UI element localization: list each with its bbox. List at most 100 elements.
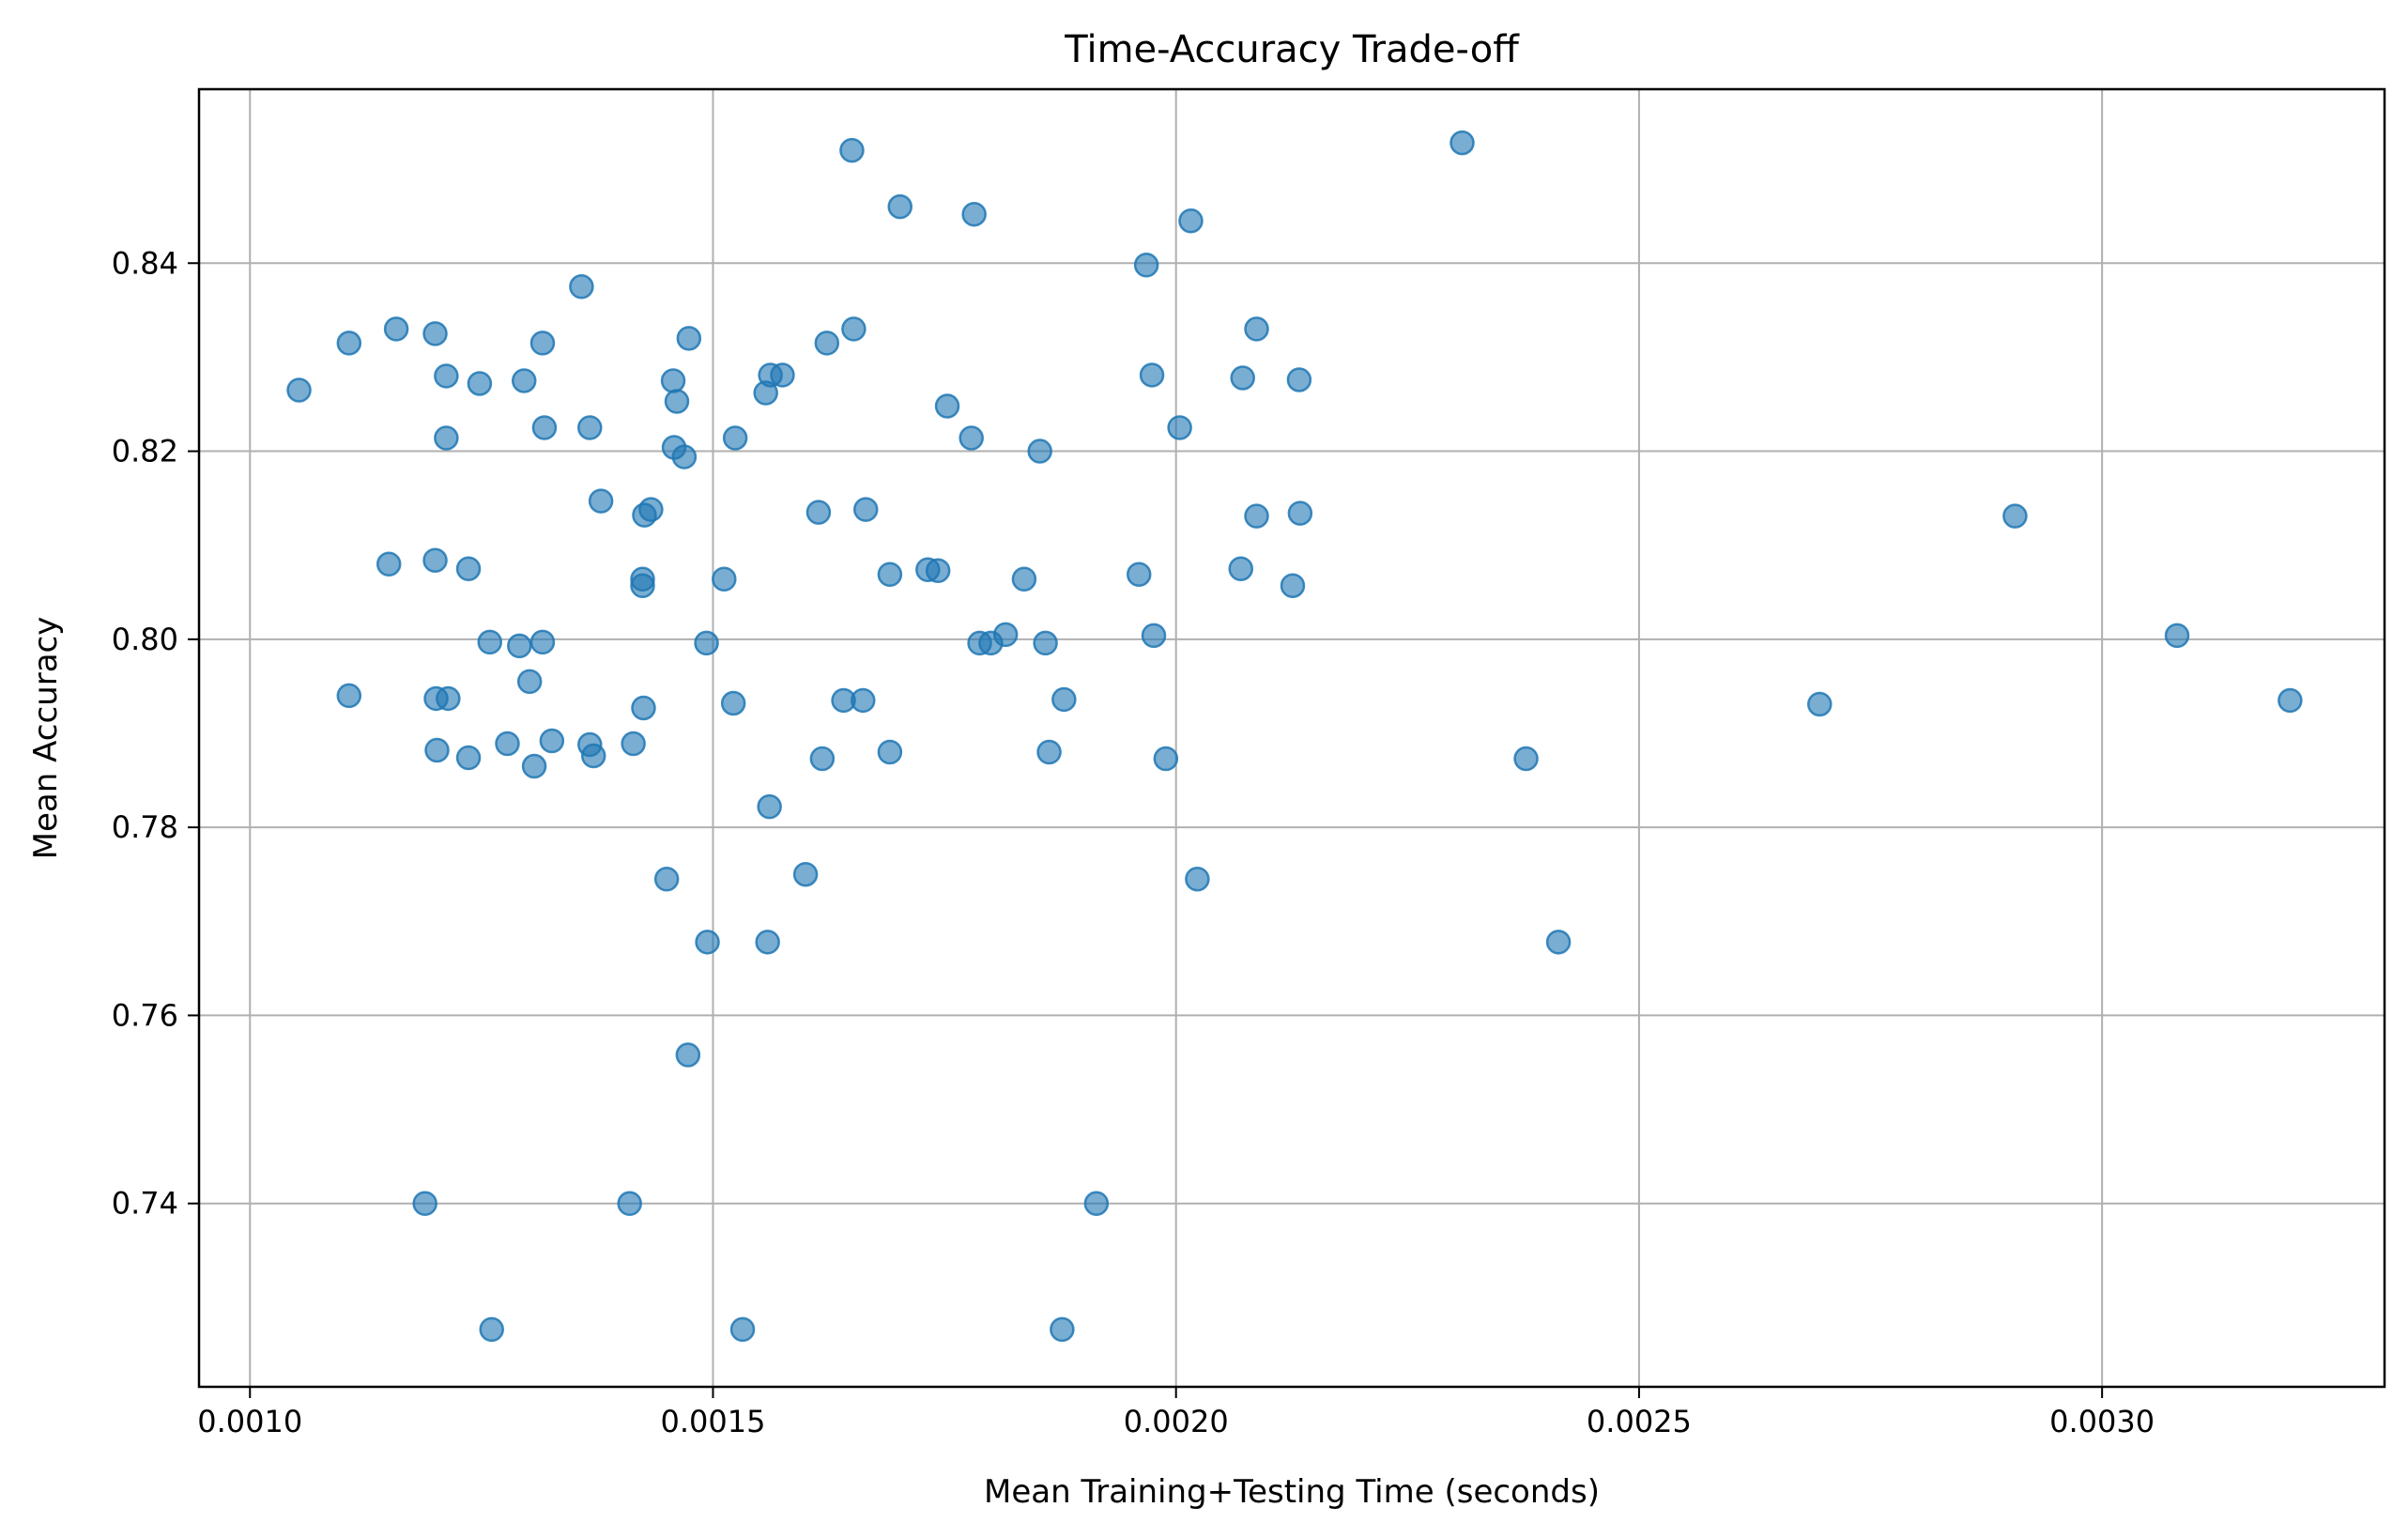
y-tick-label: 0.78 [112, 809, 178, 845]
scatter-point [729, 1316, 756, 1343]
scatter-point [422, 321, 448, 346]
scatter-point [2164, 623, 2190, 649]
scatter-point [925, 558, 951, 583]
scatter-point [632, 502, 657, 528]
scatter-point [1513, 746, 1539, 772]
scatter-point [877, 739, 903, 765]
y-axis-label: Mean Accuracy [27, 617, 65, 860]
scatter-point [992, 622, 1019, 648]
scatter-point [1244, 503, 1269, 529]
scatter-point [887, 193, 913, 220]
scatter-point [694, 630, 719, 656]
scatter-point [1228, 556, 1253, 581]
scatter-point [1027, 438, 1052, 464]
scatter-point [1178, 208, 1204, 234]
scatter-point [588, 488, 614, 514]
scatter-point [1280, 573, 1306, 599]
x-tick-label: 0.0020 [1124, 1404, 1229, 1439]
scatter-point [792, 861, 819, 887]
scatter-point [412, 1191, 437, 1216]
scatter-point [477, 629, 502, 655]
scatter-point [1126, 561, 1152, 587]
scatter-point [877, 561, 903, 587]
scatter-point [1185, 866, 1210, 892]
x-tick-label: 0.0015 [660, 1404, 765, 1439]
scatter-point [577, 415, 603, 440]
scatter-point [1036, 739, 1062, 765]
scatter-point [1050, 1316, 1075, 1343]
scatter-point [839, 137, 865, 163]
scatter-point [1051, 686, 1077, 713]
scatter-point [712, 566, 737, 592]
scatter-point [755, 930, 780, 955]
scatter-point [521, 753, 547, 779]
scatter-point [2278, 687, 2303, 714]
scatter-point [495, 731, 520, 757]
chart-title: Time-Accuracy Trade-off [1064, 28, 1520, 71]
scatter-point [851, 687, 876, 714]
scatter-point [1033, 630, 1058, 656]
scatter-point [511, 368, 537, 393]
scatter-point [1449, 130, 1475, 156]
scatter-point [507, 633, 532, 659]
y-tick-label: 0.76 [112, 997, 178, 1033]
y-tick-label: 0.84 [112, 245, 178, 281]
scatter-point [841, 316, 867, 342]
scatter-point [671, 444, 698, 469]
scatter-point [1287, 500, 1313, 526]
scatter-point [630, 573, 655, 599]
scatter-point [676, 326, 702, 351]
scatter-point [1141, 623, 1167, 649]
scatter-point [2002, 503, 2028, 529]
scatter-point [722, 425, 748, 451]
scatter-point [286, 377, 312, 403]
scatter-point [1807, 691, 1833, 717]
axis-ticks: 0.0010 0.0015 0.0020 0.0025 0.0030 0.74 0.76 0.… [112, 245, 2155, 1439]
x-tick-label: 0.0030 [2049, 1404, 2155, 1439]
scatter-point [757, 793, 782, 820]
scatter-point [376, 551, 402, 577]
scatter-point [516, 669, 543, 695]
scatter-point [455, 745, 482, 771]
x-tick-label: 0.0025 [1587, 1404, 1692, 1439]
y-tick-label: 0.82 [112, 434, 178, 469]
scatter-point [467, 371, 493, 396]
scatter-point [653, 866, 680, 892]
scatter-point [852, 497, 879, 522]
scatter-point [529, 629, 556, 655]
y-tick-label: 0.74 [112, 1186, 178, 1222]
scatter-point [805, 500, 832, 525]
scatter-point [934, 393, 960, 419]
x-axis-label: Mean Training+Testing Time (seconds) [984, 1473, 1600, 1511]
scatter-point [814, 331, 840, 356]
scatter-point [660, 368, 686, 393]
scatter-point [1286, 367, 1312, 392]
scatter-point [336, 331, 362, 356]
scatter-point [1133, 253, 1159, 278]
scatter-point [434, 363, 459, 389]
scatter-point [1167, 415, 1192, 440]
scatter-point [664, 389, 690, 414]
scatter-point [422, 547, 448, 573]
scatter-point [424, 737, 450, 763]
scatter-point [770, 362, 795, 388]
scatter-point [1230, 365, 1255, 391]
scatter-point [1545, 930, 1572, 955]
scatter-point [383, 316, 409, 342]
scatter-point [529, 331, 556, 356]
scatter-point [479, 1316, 504, 1343]
scatter-point [621, 731, 646, 757]
scatter-point [436, 685, 461, 712]
scatter-point [336, 683, 362, 709]
data-points [286, 130, 2303, 1343]
scatter-point [695, 930, 720, 955]
scatter-point [455, 556, 482, 581]
scatter-point [1153, 746, 1179, 772]
scatter-point [531, 415, 558, 440]
scatter-point [809, 746, 836, 772]
x-tick-label: 0.0010 [197, 1404, 302, 1439]
plot-frame [197, 87, 2386, 1389]
scatter-point [961, 201, 987, 227]
